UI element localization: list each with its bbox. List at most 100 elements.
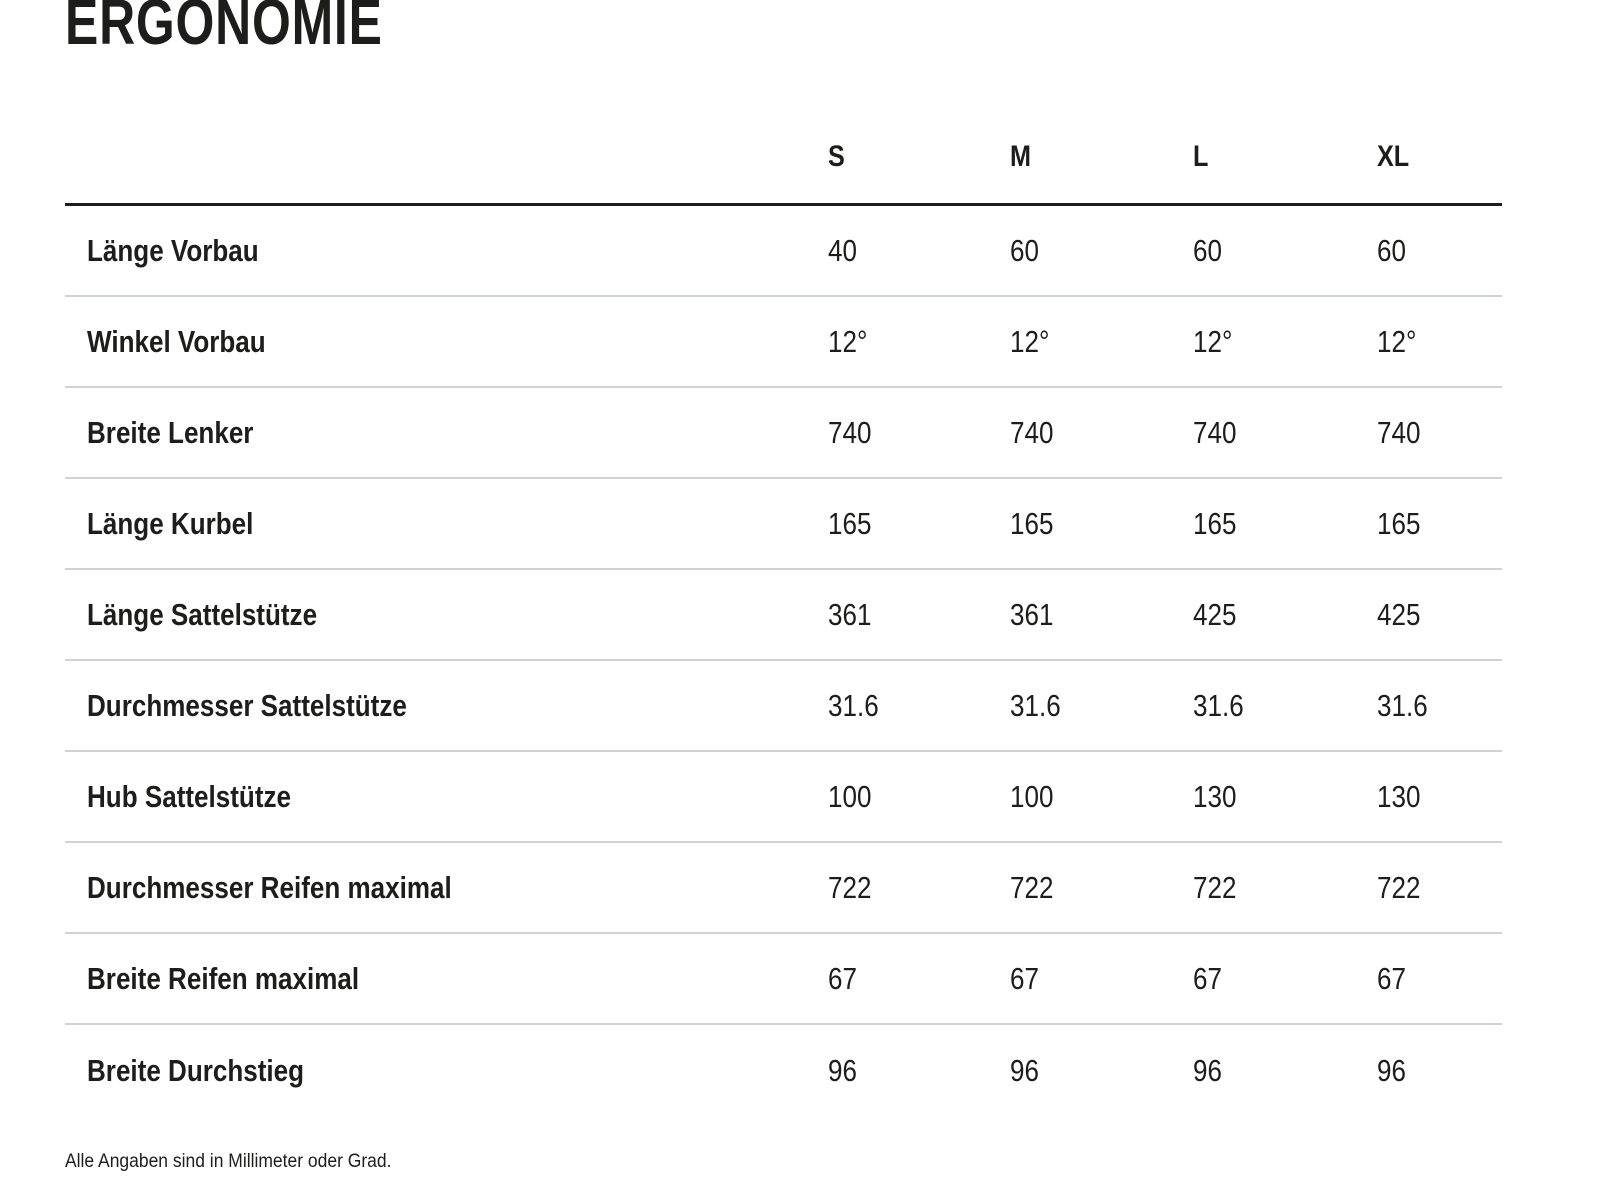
cell-value-l-text: 722 — [1193, 869, 1237, 905]
cell-value-s-text: 67 — [828, 960, 857, 996]
cell-value-m-text: 96 — [1010, 1052, 1039, 1088]
cell-value-m-text: 100 — [1010, 778, 1054, 814]
cell-value-xl: 740 — [1377, 415, 1502, 451]
cell-value-xl-text: 12° — [1377, 323, 1417, 359]
header-cell-size-s: S — [828, 140, 1010, 174]
cell-value-l-text: 12° — [1193, 323, 1233, 359]
cell-value-s-text: 40 — [828, 232, 857, 268]
cell-value-m: 740 — [1010, 415, 1193, 451]
row-label: Länge Vorbau — [65, 233, 828, 269]
header-cell-size-xl: XL — [1377, 140, 1502, 174]
cell-value-m: 165 — [1010, 506, 1193, 542]
header-cell-size-m: M — [1010, 140, 1193, 174]
cell-value-l: 60 — [1193, 233, 1377, 269]
cell-value-s-text: 12° — [828, 323, 868, 359]
page-title: ERGONOMIE — [65, 0, 1502, 54]
size-m-label: M — [1010, 139, 1031, 173]
table-row: Länge Vorbau 40 60 60 60 — [65, 206, 1502, 297]
row-label: Durchmesser Sattelstütze — [65, 688, 828, 724]
row-label-text: Länge Kurbel — [87, 505, 254, 541]
cell-value-l-text: 96 — [1193, 1052, 1222, 1088]
cell-value-s-text: 96 — [828, 1052, 857, 1088]
size-s-label: S — [828, 139, 845, 173]
cell-value-xl-text: 67 — [1377, 960, 1406, 996]
spec-table-body: Länge Vorbau 40 60 60 60 Winkel Vorbau 1… — [65, 206, 1502, 1116]
cell-value-l-text: 740 — [1193, 414, 1237, 450]
cell-value-s: 165 — [828, 506, 1010, 542]
cell-value-xl-text: 740 — [1377, 414, 1421, 450]
cell-value-l: 67 — [1193, 961, 1377, 997]
row-label: Winkel Vorbau — [65, 324, 828, 360]
cell-value-xl-text: 96 — [1377, 1052, 1406, 1088]
table-row: Durchmesser Sattelstütze 31.6 31.6 31.6 … — [65, 661, 1502, 752]
cell-value-m-text: 12° — [1010, 323, 1050, 359]
cell-value-l-text: 425 — [1193, 596, 1237, 632]
units-footnote: Alle Angaben sind in Millimeter oder Gra… — [65, 1150, 1502, 1174]
cell-value-s-text: 722 — [828, 869, 872, 905]
cell-value-xl-text: 425 — [1377, 596, 1421, 632]
row-label-text: Durchmesser Reifen maximal — [87, 869, 452, 905]
cell-value-l-text: 130 — [1193, 778, 1237, 814]
row-label-text: Länge Vorbau — [87, 232, 259, 268]
cell-value-xl-text: 130 — [1377, 778, 1421, 814]
cell-value-l: 722 — [1193, 870, 1377, 906]
table-row: Hub Sattelstütze 100 100 130 130 — [65, 752, 1502, 843]
cell-value-s-text: 165 — [828, 505, 872, 541]
table-row: Durchmesser Reifen maximal 722 722 722 7… — [65, 843, 1502, 934]
row-label: Hub Sattelstütze — [65, 779, 828, 815]
cell-value-xl-text: 165 — [1377, 505, 1421, 541]
row-label-text: Hub Sattelstütze — [87, 778, 292, 814]
cell-value-s: 722 — [828, 870, 1010, 906]
cell-value-l: 165 — [1193, 506, 1377, 542]
row-label-text: Breite Durchstieg — [87, 1052, 305, 1088]
cell-value-xl: 67 — [1377, 961, 1502, 997]
cell-value-s-text: 31.6 — [828, 687, 879, 723]
cell-value-l: 31.6 — [1193, 688, 1377, 724]
cell-value-m-text: 60 — [1010, 232, 1039, 268]
row-label-text: Breite Reifen maximal — [87, 960, 360, 996]
cell-value-m: 31.6 — [1010, 688, 1193, 724]
row-label: Breite Lenker — [65, 415, 828, 451]
cell-value-m: 60 — [1010, 233, 1193, 269]
row-label-text: Länge Sattelstütze — [87, 596, 318, 632]
cell-value-m-text: 165 — [1010, 505, 1054, 541]
cell-value-m: 96 — [1010, 1053, 1193, 1089]
cell-value-m: 722 — [1010, 870, 1193, 906]
cell-value-l-text: 60 — [1193, 232, 1222, 268]
row-label: Breite Reifen maximal — [65, 961, 828, 997]
table-row: Breite Reifen maximal 67 67 67 67 — [65, 934, 1502, 1025]
cell-value-l-text: 31.6 — [1193, 687, 1244, 723]
ergonomics-spec-table: S M L XL Länge Vorbau 40 60 60 60 Winkel… — [65, 110, 1502, 1116]
cell-value-l: 96 — [1193, 1053, 1377, 1089]
size-header-row: S M L XL — [65, 110, 1502, 206]
cell-value-xl: 165 — [1377, 506, 1502, 542]
table-row: Winkel Vorbau 12° 12° 12° 12° — [65, 297, 1502, 388]
cell-value-s-text: 100 — [828, 778, 872, 814]
cell-value-m: 67 — [1010, 961, 1193, 997]
cell-value-l: 12° — [1193, 324, 1377, 360]
cell-value-l: 130 — [1193, 779, 1377, 815]
cell-value-xl: 96 — [1377, 1053, 1502, 1089]
cell-value-xl-text: 60 — [1377, 232, 1406, 268]
cell-value-m-text: 361 — [1010, 596, 1054, 632]
cell-value-xl: 31.6 — [1377, 688, 1502, 724]
cell-value-xl: 60 — [1377, 233, 1502, 269]
cell-value-s: 67 — [828, 961, 1010, 997]
cell-value-m-text: 722 — [1010, 869, 1054, 905]
size-l-label: L — [1193, 139, 1209, 173]
size-xl-label: XL — [1377, 139, 1410, 173]
cell-value-l-text: 165 — [1193, 505, 1237, 541]
cell-value-s: 740 — [828, 415, 1010, 451]
cell-value-s: 31.6 — [828, 688, 1010, 724]
cell-value-s: 96 — [828, 1053, 1010, 1089]
cell-value-m: 12° — [1010, 324, 1193, 360]
cell-value-m: 361 — [1010, 597, 1193, 633]
row-label-text: Breite Lenker — [87, 414, 254, 450]
row-label: Durchmesser Reifen maximal — [65, 870, 828, 906]
cell-value-s-text: 740 — [828, 414, 872, 450]
table-row: Breite Lenker 740 740 740 740 — [65, 388, 1502, 479]
row-label: Länge Sattelstütze — [65, 597, 828, 633]
row-label: Länge Kurbel — [65, 506, 828, 542]
ergonomics-section: ERGONOMIE S M L XL Länge Vorbau 40 60 60… — [65, 0, 1502, 1174]
cell-value-s-text: 361 — [828, 596, 872, 632]
